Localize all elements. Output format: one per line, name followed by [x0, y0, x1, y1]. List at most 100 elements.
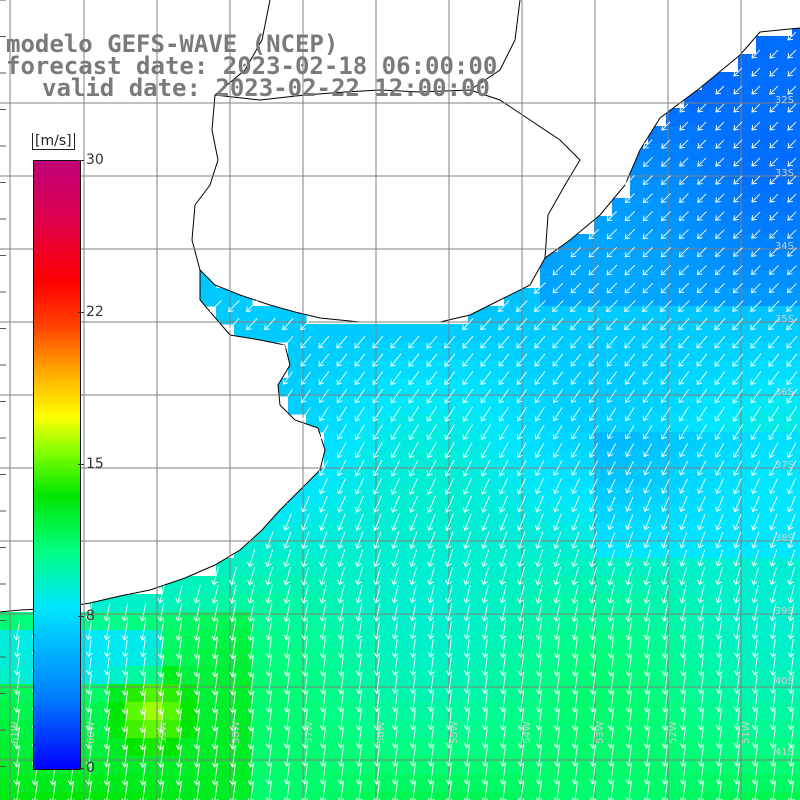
wind-speed-cell — [630, 756, 649, 775]
wind-speed-cell — [702, 108, 721, 127]
wind-arrow — [462, 424, 473, 441]
wind-speed-cell — [594, 648, 613, 667]
wind-arrow — [679, 478, 688, 494]
wind-speed-cell — [450, 612, 469, 631]
wind-arrow — [733, 121, 743, 131]
wind-speed-cell — [774, 432, 793, 451]
wind-speed-cell — [108, 702, 127, 721]
wind-arrow — [354, 406, 365, 422]
wind-arrow — [750, 424, 761, 441]
wind-arrow — [679, 531, 688, 549]
wind-speed-cell — [612, 450, 631, 469]
wind-speed-cell — [630, 738, 649, 757]
wind-arrow — [751, 157, 761, 167]
wind-arrow — [480, 353, 492, 367]
wind-speed-cell — [702, 126, 721, 145]
wind-speed-cell — [576, 450, 595, 469]
wind-speed-cell — [90, 684, 109, 703]
wind-speed-cell — [756, 540, 775, 559]
wind-speed-cell — [270, 612, 289, 631]
wind-speed-cell — [378, 576, 397, 595]
wind-speed-cell — [792, 36, 800, 55]
wind-speed-cell — [648, 378, 667, 397]
wind-speed-cell — [342, 522, 361, 541]
wind-speed-cell — [324, 738, 343, 757]
wind-arrow — [769, 85, 779, 95]
wind-speed-cell — [504, 432, 523, 451]
wind-speed-cell — [558, 540, 577, 559]
wind-speed-cell — [612, 612, 631, 631]
wind-arrow — [660, 246, 672, 258]
wind-speed-cell — [162, 630, 181, 649]
wind-arrow — [714, 424, 725, 440]
wind-speed-cell — [702, 450, 721, 469]
wind-arrow — [625, 514, 634, 531]
wind-arrow — [732, 442, 743, 458]
wind-speed-cell — [540, 648, 559, 667]
wind-speed-cell — [468, 720, 487, 739]
wind-speed-cell — [432, 378, 451, 397]
wind-speed-cell — [18, 774, 37, 793]
wind-speed-cell — [756, 792, 775, 800]
wind-speed-cell — [432, 576, 451, 595]
wind-arrow — [751, 49, 761, 59]
wind-arrow — [787, 175, 797, 185]
valid-date: valid date: 2023-02-22 12:00:00 — [42, 74, 490, 102]
wind-arrow — [606, 317, 618, 331]
wind-speed-cell — [756, 378, 775, 397]
wind-speed-cell — [558, 468, 577, 487]
wind-arrow — [714, 371, 726, 386]
wind-speed-cell — [792, 720, 800, 739]
wind-speed-cell — [738, 756, 757, 775]
wind-speed-cell — [684, 702, 703, 721]
wind-speed-cell — [252, 720, 271, 739]
wind-speed-cell — [540, 630, 559, 649]
wind-arrow — [571, 531, 580, 550]
wind-speed-cell — [18, 720, 37, 739]
wind-arrow — [588, 389, 599, 403]
wind-speed-cell — [0, 702, 19, 721]
wind-speed-cell — [90, 702, 109, 721]
wind-arrow — [733, 211, 743, 221]
wind-speed-cell — [360, 792, 379, 800]
wind-arrow — [715, 139, 725, 149]
wind-arrow — [714, 353, 726, 367]
wind-arrow — [408, 477, 419, 495]
colorbar — [33, 160, 81, 770]
wind-speed-cell — [468, 522, 487, 541]
wind-arrow — [696, 265, 707, 276]
wind-speed-cell — [252, 306, 271, 325]
wind-speed-cell — [504, 558, 523, 577]
wind-speed-cell — [198, 738, 217, 757]
wind-speed-cell — [594, 792, 613, 800]
wind-speed-cell — [594, 612, 613, 631]
latitude-label: 36S — [774, 387, 794, 398]
wind-speed-cell — [414, 630, 433, 649]
wind-speed-cell — [396, 540, 415, 559]
wind-arrow — [354, 424, 365, 440]
wind-speed-cell — [702, 738, 721, 757]
longitude-label: 53W — [595, 721, 606, 744]
wind-speed-cell — [666, 756, 685, 775]
wind-speed-cell — [558, 702, 577, 721]
wind-speed-cell — [792, 630, 800, 649]
wind-arrow — [642, 211, 653, 222]
wind-speed-cell — [378, 504, 397, 523]
wind-speed-cell — [486, 756, 505, 775]
wind-speed-cell — [648, 432, 667, 451]
wind-speed-cell — [486, 540, 505, 559]
wind-arrow — [607, 478, 616, 494]
wind-arrow — [732, 460, 743, 477]
wind-speed-cell — [108, 738, 127, 757]
wind-speed-cell — [774, 54, 793, 73]
wind-arrow — [697, 496, 706, 513]
wind-arrow — [570, 353, 582, 367]
wind-speed-cell — [540, 558, 559, 577]
wind-speed-cell — [414, 558, 433, 577]
wind-speed-cell — [792, 342, 800, 361]
wind-arrow — [265, 531, 274, 550]
wind-speed-cell — [486, 720, 505, 739]
wind-speed-cell — [162, 666, 181, 685]
wind-arrow — [732, 283, 743, 294]
wind-arrow — [679, 157, 689, 167]
